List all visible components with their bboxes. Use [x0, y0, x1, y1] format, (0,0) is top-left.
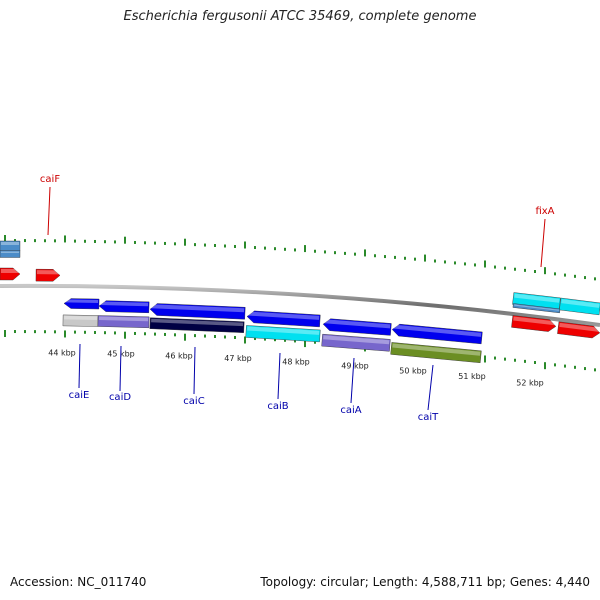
length-value: 4,588,711 bp	[421, 575, 502, 589]
annotation-bar	[390, 342, 482, 364]
genes-label: Genes:	[509, 575, 552, 589]
genome-stats: Topology: circular; Length: 4,588,711 bp…	[260, 575, 590, 589]
leader-line	[193, 346, 196, 395]
scale-label: 46 kbp	[165, 351, 193, 360]
gene-label: caiE	[69, 390, 90, 401]
map-title: Escherichia fergusonii ATCC 35469, compl…	[123, 9, 477, 24]
annotation-bar	[97, 315, 150, 329]
gene-labels: caiF fixA caiE caiD caiC caiB caiA caiT	[40, 174, 555, 423]
leader-line	[540, 218, 546, 268]
feature-bar	[0, 240, 21, 252]
accession-value: NC_011740	[77, 575, 147, 589]
genes-value: 4,440	[555, 575, 590, 589]
gene-label: caiC	[183, 396, 204, 407]
accession-info: Accession: NC_011740	[10, 575, 146, 589]
scale-label: 47 kbp	[224, 354, 252, 363]
annotation-bar	[321, 333, 391, 352]
annotation-bar	[149, 317, 245, 333]
leader-line	[277, 352, 281, 400]
scale-label: 50 kbp	[399, 366, 427, 375]
scale-label: 52 kbp	[516, 378, 544, 387]
gene-arrow-caiF	[35, 268, 61, 282]
gene-label: caiA	[340, 405, 361, 416]
topology-label: Topology:	[260, 575, 317, 589]
scale-label: 48 kbp	[282, 357, 310, 366]
length-label: Length:	[372, 575, 419, 589]
gene-arrow-caiC	[149, 303, 246, 320]
gene-label: caiF	[40, 174, 60, 185]
gene-arrow-forward	[0, 267, 21, 281]
annotation-bar	[62, 314, 99, 327]
genome-backbone	[0, 283, 600, 327]
topology-value: circular	[320, 575, 365, 589]
scale-label: 51 kbp	[458, 372, 486, 381]
feature-track	[0, 240, 600, 364]
gene-label: caiB	[267, 401, 288, 412]
leader-line	[350, 357, 355, 404]
gene-label: fixA	[535, 206, 554, 217]
gene-arrow-caiD	[98, 300, 150, 314]
leader-line	[427, 364, 434, 411]
feature-bar	[512, 303, 561, 314]
gene-arrow-forward	[557, 321, 600, 339]
scale-label: 44 kbp	[48, 348, 76, 357]
scale-label: 49 kbp	[341, 362, 369, 371]
gene-arrow-caiA	[322, 318, 392, 336]
leader-line	[47, 186, 51, 236]
feature-bar	[559, 297, 600, 316]
leader-line	[78, 343, 81, 389]
gene-arrow-caiT	[391, 323, 483, 345]
gene-arrow-caiE	[63, 298, 100, 310]
gene-arrow-fixA	[511, 315, 557, 332]
gene-label: caiD	[109, 392, 131, 403]
feature-bar	[0, 250, 21, 258]
gene-arrow-caiB	[246, 310, 321, 328]
leader-line	[119, 345, 122, 392]
gene-label: caiT	[418, 412, 439, 423]
accession-label: Accession:	[10, 575, 74, 589]
annotation-bar	[245, 325, 321, 343]
